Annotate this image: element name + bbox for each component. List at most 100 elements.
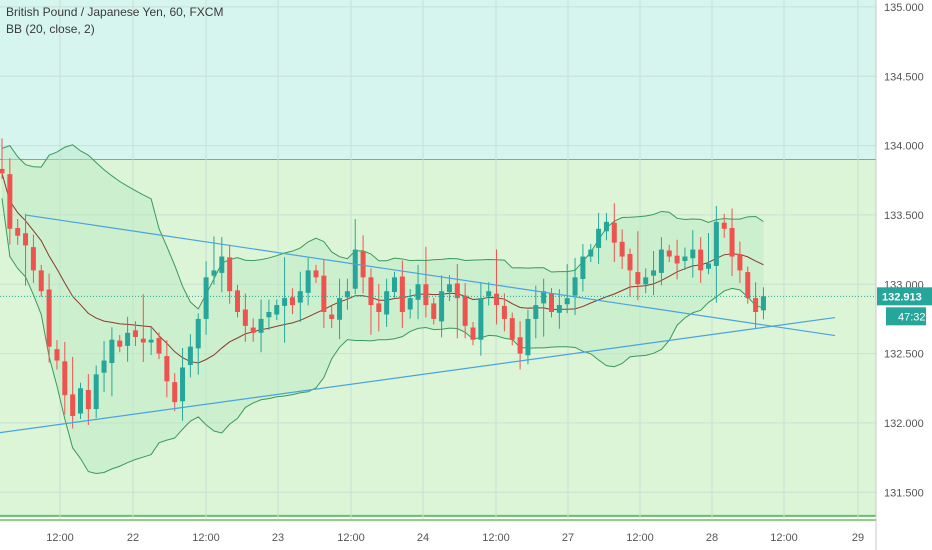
price-tick-label: 132.500: [884, 349, 924, 361]
chart-legend: British Pound / Japanese Yen, 60, FXCM B…: [6, 4, 223, 38]
candle-body: [85, 389, 91, 410]
candle-body: [462, 295, 468, 326]
bb-lower-line: [1, 198, 764, 475]
candle-body: [760, 296, 766, 311]
candle-body: [619, 241, 625, 257]
time-tick-label: 12:00: [337, 532, 365, 544]
candle-body: [423, 284, 429, 306]
candle-body: [258, 318, 264, 333]
candle-body: [517, 337, 523, 354]
candle-body: [564, 298, 570, 305]
candle-body: [494, 293, 500, 306]
candle-body: [344, 291, 350, 298]
time-axis-bg: [0, 520, 876, 550]
candle-body: [187, 346, 193, 365]
candle-body: [242, 309, 248, 326]
last-price-label: 132.913: [882, 291, 922, 303]
candle-body: [148, 339, 154, 343]
candle-body: [125, 332, 131, 346]
candle-body: [266, 312, 272, 318]
candle-body: [274, 305, 280, 315]
candle-body: [415, 284, 421, 300]
candle-body: [227, 257, 233, 292]
candle-body: [682, 256, 688, 261]
candle-body: [38, 270, 44, 292]
price-tick-label: 131.500: [884, 487, 924, 499]
candle-body: [737, 254, 743, 271]
countdown-label: 47:32: [898, 311, 926, 323]
candle-body: [596, 228, 602, 248]
candle-body: [235, 290, 240, 312]
price-tick-label: 132.000: [884, 418, 924, 430]
candle-body: [337, 298, 343, 320]
candle-body: [360, 251, 366, 278]
candle-body: [643, 277, 649, 285]
time-tick-label: 12:00: [626, 532, 654, 544]
candle-body: [706, 263, 711, 269]
candle-body: [651, 270, 657, 276]
candle-body: [140, 338, 146, 343]
chart-title[interactable]: British Pound / Japanese Yen, 60, FXCM: [6, 5, 224, 19]
candle-body: [674, 255, 680, 264]
trendline-1: [0, 316, 836, 434]
time-tick-label: 22: [127, 532, 139, 544]
candle-body: [580, 256, 586, 279]
candle-body: [78, 388, 83, 414]
time-tick-label: 28: [706, 532, 718, 544]
candles-layer: [0, 138, 766, 429]
candle-body: [23, 233, 29, 246]
candle-body: [329, 314, 335, 319]
time-tick-label: 27: [562, 532, 574, 544]
candle-body: [525, 318, 531, 356]
candle-body: [399, 276, 405, 312]
candle-body: [470, 327, 476, 340]
time-tick-label: 12:00: [482, 532, 510, 544]
time-axis: 12:00 22 12:00 23 12:00 24 12:00 27 12:00 28 12:00…: [0, 519, 876, 544]
candle-body: [305, 270, 311, 293]
time-tick-label: 12:00: [770, 532, 798, 544]
candle-body: [30, 247, 36, 271]
trendline-0: [24, 214, 836, 337]
candle-body: [0, 168, 5, 174]
candle-body: [745, 272, 751, 299]
zone-0: [0, 0, 876, 160]
bb-upper-line: [1, 144, 764, 310]
candle-body: [698, 249, 704, 271]
candle-body: [721, 222, 727, 229]
candle-body: [93, 374, 99, 410]
candle-body: [7, 174, 13, 229]
time-tick-label: 23: [272, 532, 284, 544]
candle-body: [46, 289, 52, 347]
candle-body: [282, 298, 288, 306]
candle-body: [297, 291, 303, 303]
candle-body: [729, 227, 735, 257]
price-tick-label: 133.500: [884, 210, 924, 222]
candle-body: [219, 256, 225, 273]
countdown-tag: [886, 307, 926, 326]
price-tick-label: 135.000: [884, 2, 924, 14]
candle-body: [588, 249, 594, 257]
candle-body: [15, 227, 21, 236]
indicator-label[interactable]: BB (20, close, 2): [6, 22, 95, 36]
price-axis-bg: [876, 0, 932, 550]
candle-body: [156, 338, 162, 354]
bb-fill: [2, 144, 764, 474]
candle-body: [180, 367, 186, 402]
candle-body: [407, 298, 413, 310]
candle-body: [101, 360, 107, 373]
candle-body: [478, 298, 484, 340]
time-tick-label: 12:00: [46, 532, 74, 544]
time-tick-label: 24: [417, 532, 429, 544]
candle-body: [690, 249, 696, 259]
price-tick-label: 134.500: [884, 71, 924, 83]
price-axis: 135.000134.500134.000133.500133.000132.5…: [875, 0, 932, 550]
candle-body: [501, 305, 507, 319]
candle-body: [486, 291, 492, 297]
candle-body: [556, 305, 562, 313]
candle-body: [446, 284, 452, 293]
bollinger-bands-layer: [1, 144, 764, 475]
last-price-tag: [877, 287, 932, 306]
candle-body: [549, 293, 554, 312]
candle-body: [611, 222, 617, 243]
